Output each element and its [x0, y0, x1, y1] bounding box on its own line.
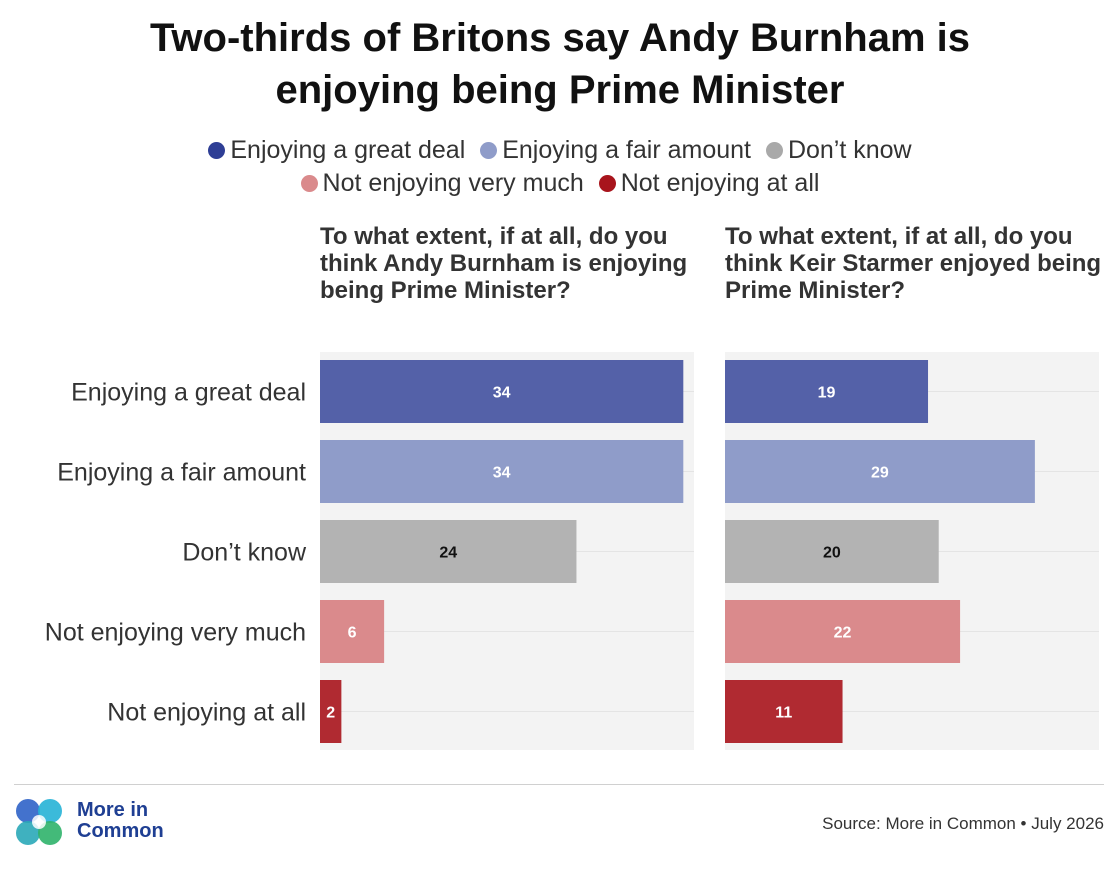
legend-item-great-deal: Enjoying a great deal — [208, 134, 465, 167]
bar-burnham-not-at-all — [320, 680, 342, 743]
data-label-starmer-not-at-all: 11 — [775, 705, 792, 722]
category-label-not-very-much: Not enjoying very much — [45, 619, 306, 647]
bar-starmer-fair-amount — [725, 440, 1035, 503]
legend-label-not-at-all: Not enjoying at all — [620, 169, 820, 197]
legend-item-dont-know: Don’t know — [765, 134, 912, 167]
data-label-burnham-not-very-much: 6 — [348, 625, 357, 642]
legend-label-fair-amount: Enjoying a fair amount — [502, 136, 751, 164]
data-label-burnham-dont-know: 24 — [439, 545, 457, 562]
category-label-great-deal: Enjoying a great deal — [71, 379, 306, 407]
bar-starmer-dont-know — [725, 520, 939, 583]
legend-label-not-very-much: Not enjoying very much — [322, 169, 584, 197]
logo-text-line-1: More in — [77, 799, 149, 821]
bar-burnham-fair-amount — [320, 440, 684, 503]
source-note: Source: More in Common • July 2026 — [822, 814, 1104, 833]
legend-row-1: Enjoying a great deal Enjoying a fair am… — [0, 134, 1120, 167]
legend-swatch-dont-know — [765, 142, 783, 159]
category-label-fair-amount: Enjoying a fair amount — [57, 459, 306, 487]
panel-title-burnham: To what extent, if at all, do you think … — [320, 223, 688, 304]
data-label-burnham-great-deal: 34 — [493, 385, 511, 402]
legend-item-not-very-much: Not enjoying very much — [300, 167, 584, 200]
data-label-starmer-dont-know: 20 — [823, 545, 841, 562]
bar-burnham-dont-know — [320, 520, 577, 583]
bar-chart: 34 34 24 6 2 19 29 20 22 11 Enjoying a great deal E… — [45, 352, 1099, 750]
logo-text-line-2: Common — [77, 820, 164, 842]
data-label-burnham-not-at-all: 2 — [326, 705, 335, 722]
bar-starmer-not-very-much — [725, 600, 961, 663]
logo-text: More in Common — [77, 800, 164, 842]
bar-burnham-great-deal — [320, 360, 684, 423]
legend-swatch-great-deal — [208, 142, 226, 159]
bar-starmer-great-deal — [725, 360, 929, 423]
bar-starmer-not-at-all — [725, 680, 843, 743]
chart-title-line-2: enjoying being Prime Minister — [275, 68, 845, 112]
legend-swatch-not-at-all — [598, 175, 616, 192]
legend-swatch-fair-amount — [480, 142, 498, 159]
legend-row-2: Not enjoying very much Not enjoying at a… — [0, 167, 1120, 200]
more-in-common-logo-icon — [16, 799, 62, 845]
legend: Enjoying a great deal Enjoying a fair am… — [0, 134, 1120, 200]
data-label-starmer-not-very-much: 22 — [834, 625, 852, 642]
legend-label-dont-know: Don’t know — [787, 136, 912, 164]
chart-title-line-1: Two-thirds of Britons say Andy Burnham i… — [149, 16, 971, 60]
legend-item-not-at-all: Not enjoying at all — [598, 167, 820, 200]
chart-title: Two-thirds of Britons say Andy Burnham i… — [0, 12, 1120, 116]
category-label-dont-know: Don’t know — [182, 539, 307, 567]
panel-title-starmer: To what extent, if at all, do you think … — [725, 223, 1102, 304]
data-label-starmer-great-deal: 19 — [818, 385, 836, 402]
category-label-not-at-all: Not enjoying at all — [107, 699, 306, 727]
data-label-burnham-fair-amount: 34 — [493, 465, 511, 482]
legend-item-fair-amount: Enjoying a fair amount — [480, 134, 751, 167]
legend-label-great-deal: Enjoying a great deal — [230, 136, 466, 164]
legend-swatch-not-very-much — [300, 175, 318, 192]
bar-burnham-not-very-much — [320, 600, 385, 663]
data-label-starmer-fair-amount: 29 — [871, 465, 889, 482]
footer-divider — [14, 784, 1104, 785]
